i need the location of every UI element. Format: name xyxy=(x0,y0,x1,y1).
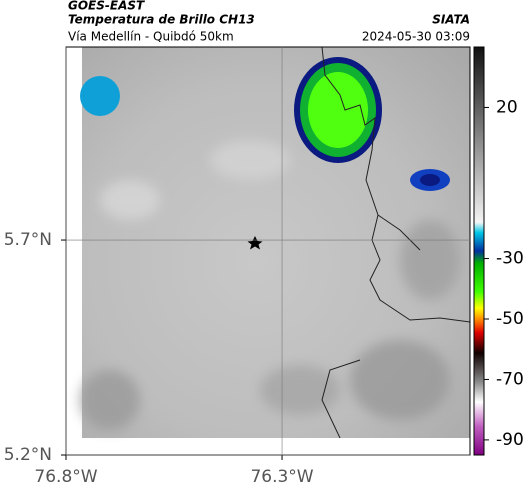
timestamp: 2024-05-30 03:09 xyxy=(362,30,470,44)
colorbar-tick-label: -70 xyxy=(496,369,524,389)
colorbar xyxy=(473,46,485,456)
colorbar-tick-label: 20 xyxy=(496,97,518,117)
route-marker xyxy=(247,236,263,250)
agency: SIATA xyxy=(432,13,470,27)
lon-tick-label: 76.8°W xyxy=(34,467,97,487)
source: GOES-EAST xyxy=(68,0,145,13)
route: Vía Medellín - Quibdó 50km xyxy=(68,30,234,44)
axes: 76.8°W 76.3°W 5.7°N 5.2°N 20 -30 -50 -70 -90 xyxy=(4,47,524,487)
lon-tick-label: 76.3°W xyxy=(250,467,313,487)
product: Temperatura de Brillo CH13 xyxy=(68,13,255,27)
colorbar-tick-label: -30 xyxy=(496,249,524,269)
colorbar-tick-label: -50 xyxy=(496,309,524,329)
lat-tick-label: 5.2°N xyxy=(4,445,52,465)
lat-tick-label: 5.7°N xyxy=(4,230,52,250)
colorbar-tick-label: -90 xyxy=(496,430,524,450)
satellite-image xyxy=(80,46,471,439)
